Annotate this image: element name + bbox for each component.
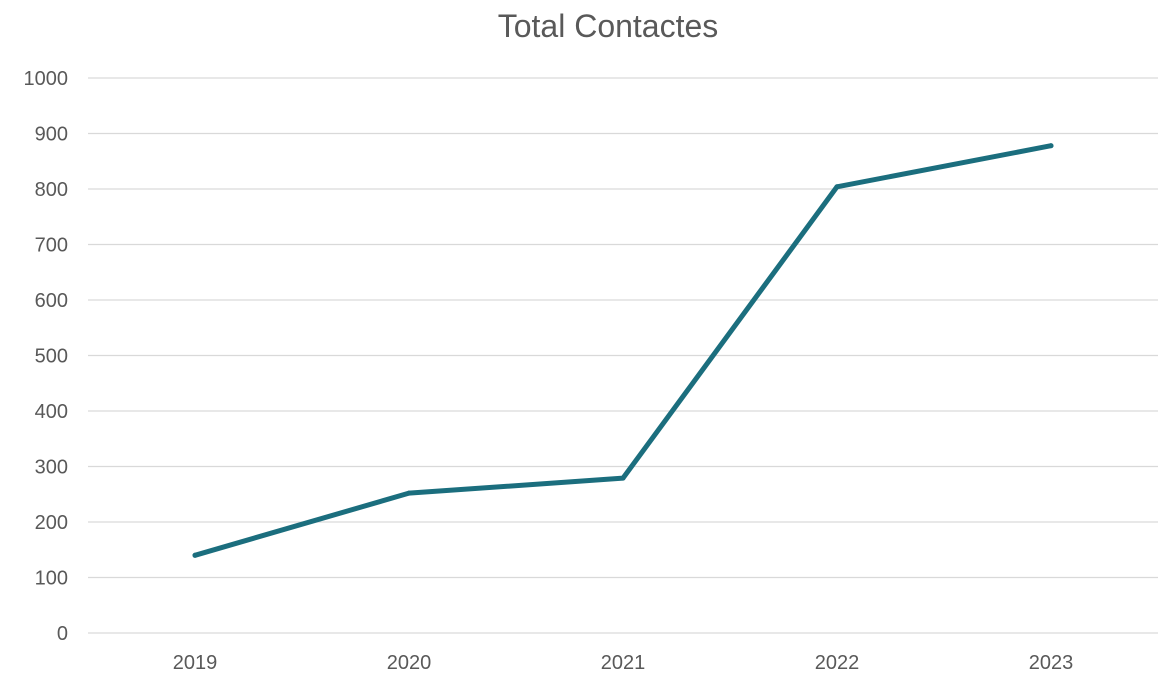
y-tick-label: 100 [35,568,68,590]
y-tick-label: 600 [35,290,68,312]
x-tick-label: 2019 [173,652,218,674]
x-tick-label: 2022 [815,652,860,674]
gridlines [88,77,1158,634]
y-tick-label: 400 [35,401,68,423]
series-line-0 [192,143,1054,558]
data-point-2021 [620,475,626,481]
series-lines [192,143,1054,558]
data-point-2020 [406,490,412,496]
data-point-2019 [192,552,198,558]
y-tick-label: 300 [35,457,68,479]
y-axis-tick-labels: 0 100 200 300 400 500 600 700 800 900 1000 [24,68,69,645]
y-tick-label: 1000 [24,68,69,90]
x-tick-label: 2020 [387,652,432,674]
y-tick-label: 800 [35,179,68,201]
x-tick-label: 2021 [601,652,646,674]
y-tick-label: 0 [57,623,68,645]
chart-title: Total Contactes [498,8,719,44]
x-tick-label: 2023 [1029,652,1074,674]
y-tick-label: 200 [35,512,68,534]
x-axis-tick-labels: 2019 2020 2021 2022 2023 [173,652,1074,674]
y-tick-label: 700 [35,235,68,257]
data-point-2023 [1048,143,1054,149]
data-point-2022 [834,184,840,190]
y-tick-label: 900 [35,124,68,146]
y-tick-label: 500 [35,346,68,368]
